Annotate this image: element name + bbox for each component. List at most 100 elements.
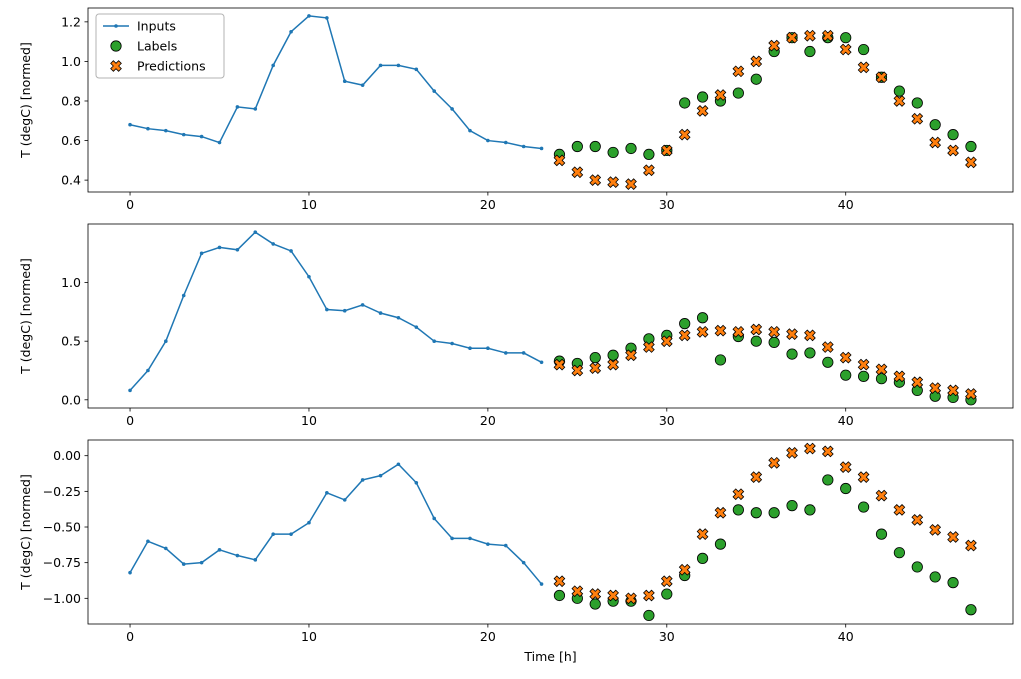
predictions-marker <box>893 504 906 516</box>
labels-marker <box>696 312 709 324</box>
x-marker-shape <box>643 589 655 602</box>
x-marker-shape <box>875 489 888 502</box>
predictions-marker <box>893 95 906 107</box>
labels-marker <box>840 369 852 381</box>
predictions-marker <box>768 456 781 469</box>
x-marker-shape <box>804 29 816 42</box>
predictions-marker <box>875 71 888 84</box>
x-marker-shape <box>714 506 727 519</box>
x-marker-shape <box>947 531 959 543</box>
x-tick-label: 20 <box>480 629 496 644</box>
predictions-marker <box>589 174 602 186</box>
inputs-marker <box>128 570 132 575</box>
x-marker-shape <box>804 442 816 455</box>
inputs-marker <box>235 105 240 109</box>
x-tick-label: 20 <box>480 197 496 212</box>
predictions-marker <box>732 325 745 338</box>
predictions-marker <box>553 358 566 371</box>
predictions-marker <box>786 31 798 44</box>
labels-marker <box>589 598 601 610</box>
x-marker-shape <box>696 325 709 338</box>
x-marker-shape <box>678 563 691 576</box>
inputs-marker <box>146 368 150 373</box>
inputs-marker <box>325 16 329 20</box>
labels-marker <box>965 140 977 153</box>
predictions-marker <box>714 506 727 519</box>
x-marker-shape <box>786 31 798 44</box>
labels-marker <box>607 349 619 361</box>
inputs-marker <box>164 546 168 551</box>
predictions-marker <box>643 341 655 353</box>
inputs-marker <box>271 63 275 68</box>
inputs-marker <box>128 388 132 393</box>
predictions-marker <box>714 324 727 337</box>
x-marker-shape <box>911 376 924 389</box>
predictions-marker <box>821 29 834 42</box>
x-marker-shape <box>714 324 727 337</box>
x-marker-shape <box>804 329 816 342</box>
x-tick-label: 10 <box>301 629 317 644</box>
x-marker-shape <box>857 358 870 371</box>
inputs-line <box>129 463 543 585</box>
inputs-marker <box>217 245 222 250</box>
inputs-marker <box>503 351 508 355</box>
x-marker-shape <box>893 504 906 516</box>
inputs-marker <box>468 128 472 133</box>
labels-marker <box>804 45 816 58</box>
x-marker-shape <box>857 61 870 74</box>
inputs-marker <box>325 307 329 312</box>
x-marker-shape <box>839 461 852 473</box>
predictions-marker <box>643 589 655 602</box>
predictions-marker <box>875 489 888 502</box>
x-marker-shape <box>571 166 584 179</box>
predictions-marker <box>660 575 673 588</box>
legend: Inputs Labels Predictions <box>95 13 225 79</box>
inputs-marker <box>503 543 508 548</box>
labels-marker <box>929 119 941 131</box>
predictions-marker <box>553 154 566 167</box>
inputs-marker <box>539 360 544 365</box>
x-marker-shape <box>929 523 942 536</box>
inputs-marker <box>289 532 293 536</box>
y-tick-label: 0.5 <box>61 334 81 349</box>
labels-marker <box>732 87 744 99</box>
inputs-marker <box>360 83 365 87</box>
x-marker-shape <box>768 456 781 469</box>
predictions-marker <box>911 112 924 125</box>
predictions-marker <box>929 136 942 149</box>
inputs-marker <box>468 536 472 541</box>
predictions-marker <box>607 176 619 188</box>
inputs-marker <box>271 242 275 246</box>
inputs-marker <box>450 341 454 346</box>
y-tick-label: 0.00 <box>53 448 81 463</box>
x-tick-label: 0 <box>126 629 134 644</box>
inputs-marker <box>396 63 401 68</box>
inputs-line <box>129 231 542 391</box>
labels-marker <box>840 32 852 44</box>
x-marker-shape <box>911 112 924 125</box>
labels-marker <box>643 609 655 622</box>
labels-marker <box>858 501 870 513</box>
labels-marker <box>750 73 762 85</box>
y-tick-label: 1.2 <box>61 14 81 29</box>
x-marker-shape <box>660 144 673 157</box>
x-marker-shape <box>893 370 906 383</box>
x-marker-shape <box>857 471 870 483</box>
inputs-marker <box>342 498 347 502</box>
inputs-marker <box>146 539 150 544</box>
predictions-marker <box>607 358 619 371</box>
x-tick-label: 10 <box>301 197 317 212</box>
x-marker-shape <box>625 349 637 362</box>
legend-labels-circle <box>110 40 122 52</box>
predictions-marker <box>607 589 619 602</box>
x-marker-shape <box>929 382 942 394</box>
predictions-marker <box>911 514 924 526</box>
labels-marker <box>625 142 637 155</box>
x-marker-shape <box>821 341 834 353</box>
inputs-marker <box>450 536 454 541</box>
x-marker-shape <box>732 65 745 78</box>
labels-marker <box>822 356 834 368</box>
labels-marker <box>696 91 709 103</box>
labels-marker <box>911 97 923 109</box>
labels-marker <box>768 336 780 348</box>
